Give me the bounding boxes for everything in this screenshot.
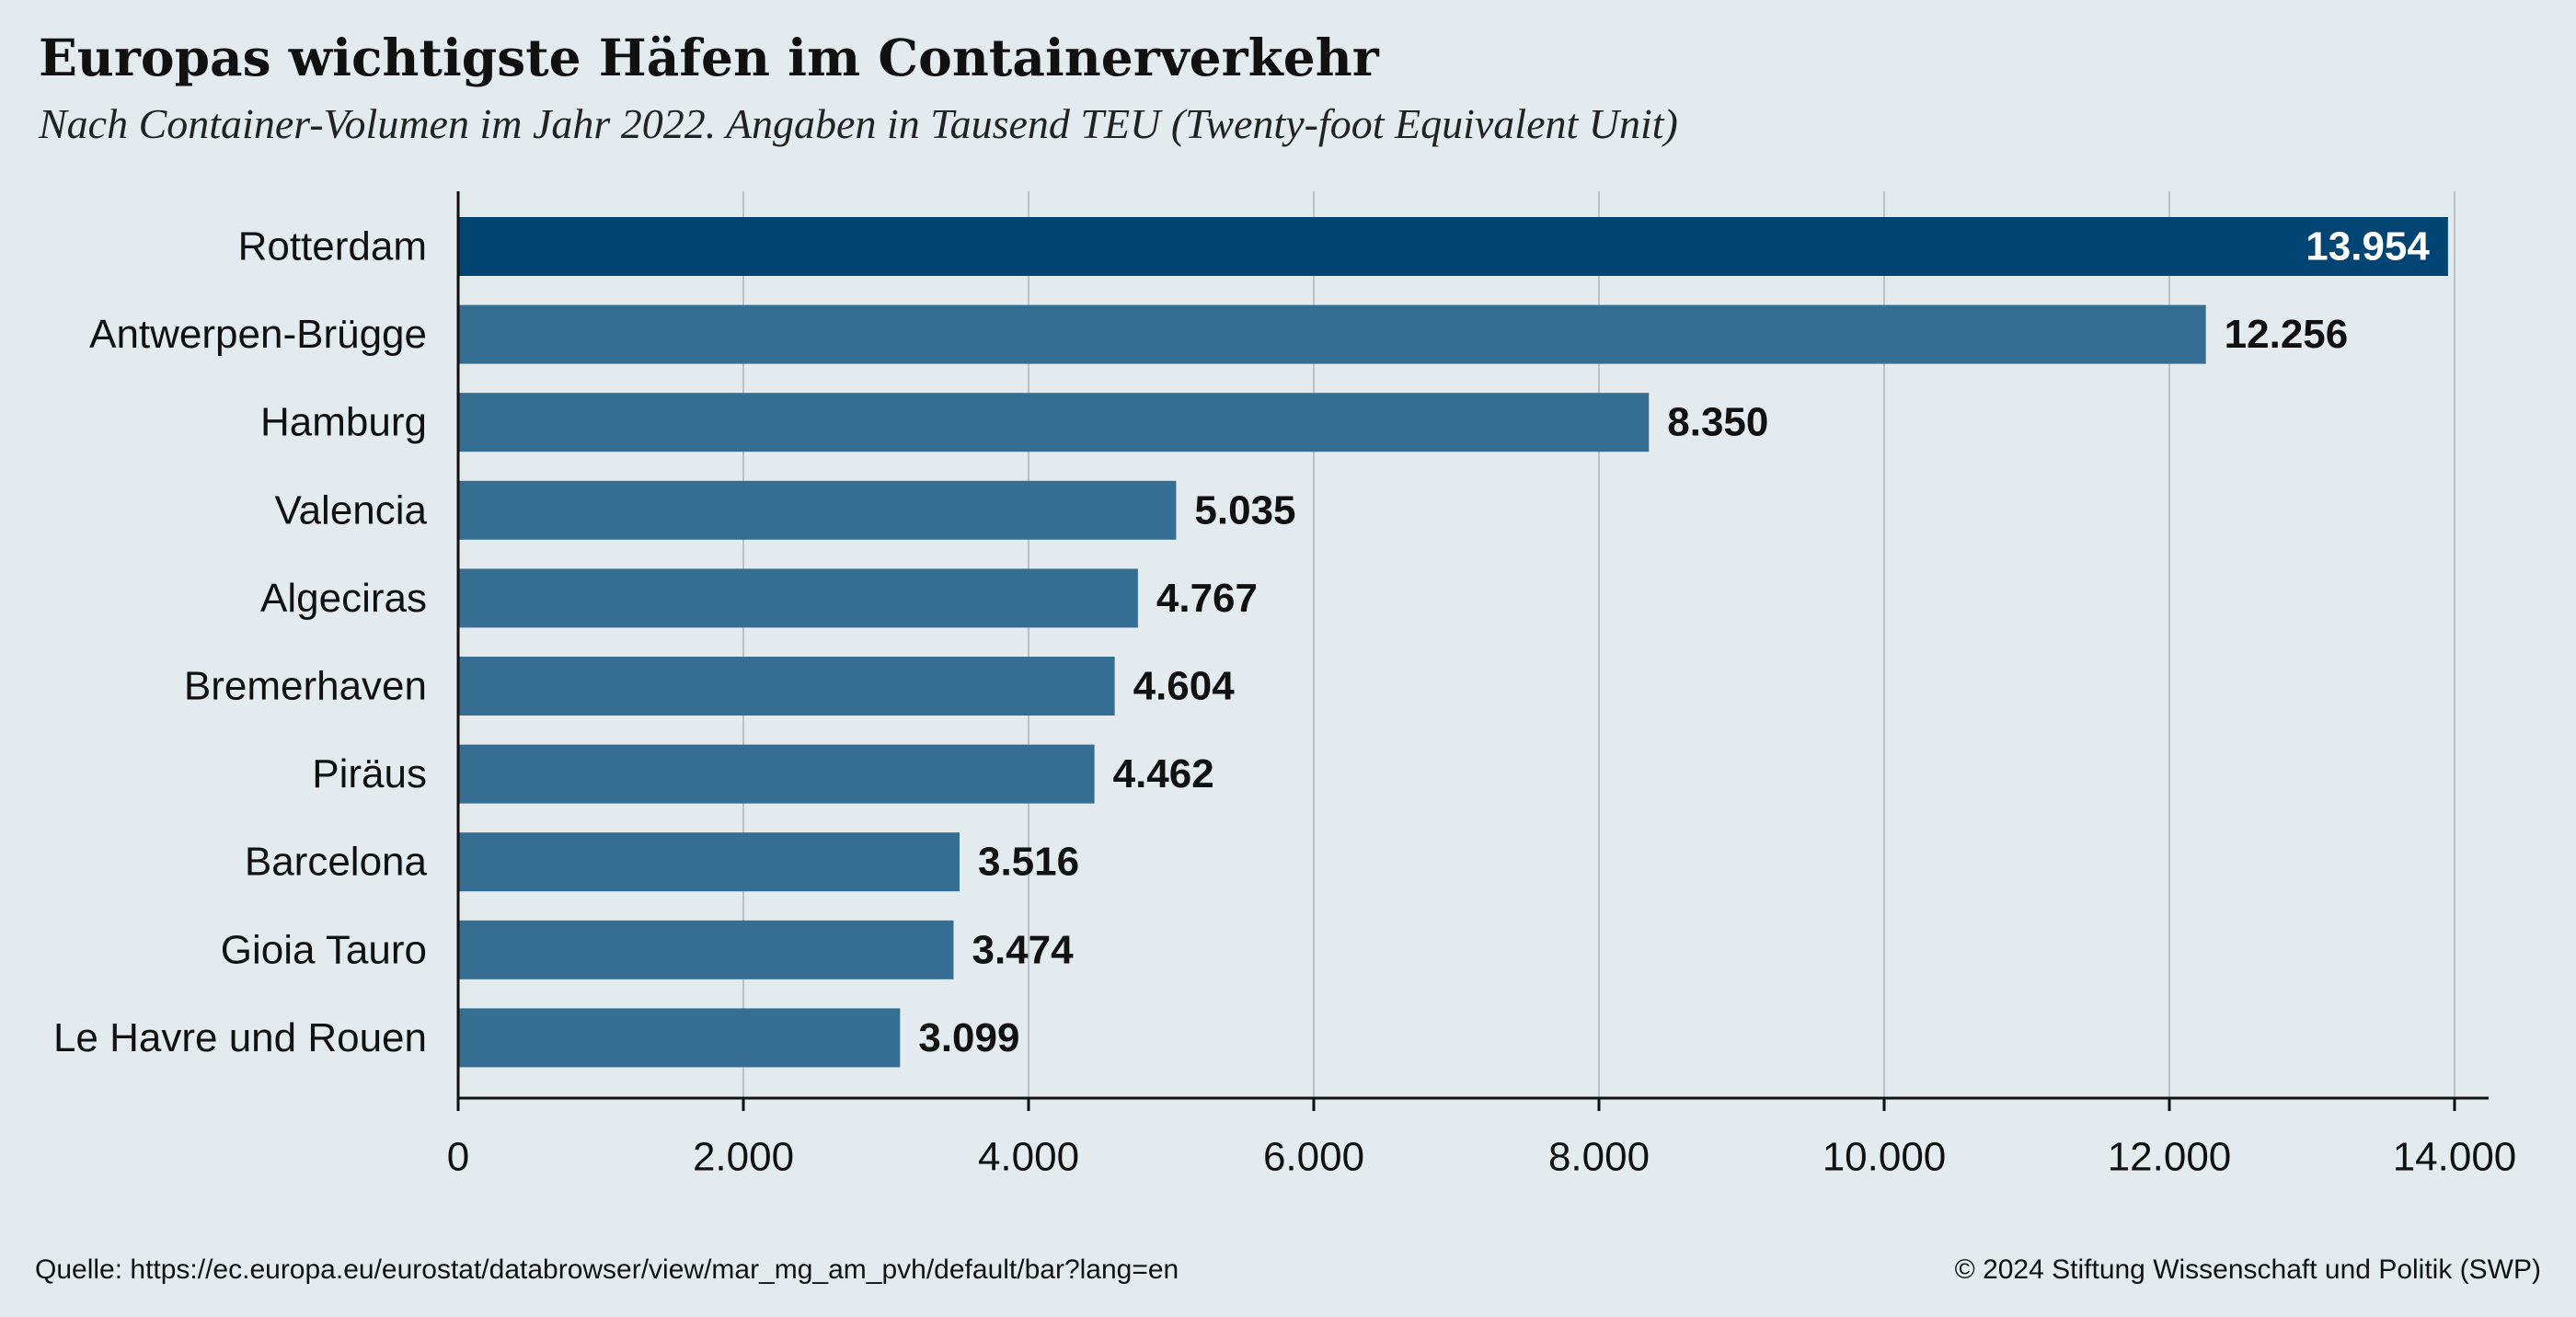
copyright-note: © 2024 Stiftung Wissenschaft und Politik… (1954, 1254, 2541, 1285)
bar (458, 657, 1115, 716)
x-tick-label: 4.000 (978, 1135, 1079, 1180)
category-label: Algeciras (260, 576, 427, 621)
chart-subtitle: Nach Container-Volumen im Jahr 2022. Ang… (39, 100, 1678, 147)
bar (458, 832, 960, 892)
bar (458, 480, 1177, 540)
category-label: Antwerpen-Brügge (89, 312, 427, 357)
category-label: Barcelona (245, 840, 428, 885)
category-label: Valencia (274, 487, 427, 533)
value-label: 12.256 (2225, 312, 2349, 357)
bar (458, 393, 1650, 452)
bar (458, 568, 1138, 628)
value-label: 5.035 (1194, 487, 1295, 533)
x-tick-label: 8.000 (1548, 1135, 1650, 1180)
value-labels: 13.954 12.256 8.350 5.035 4.767 4.604 4.462 3.5… (918, 224, 2430, 1060)
bar (458, 920, 954, 979)
value-label: 3.474 (972, 927, 1074, 972)
x-tick-label: 2.000 (693, 1135, 794, 1180)
value-label: 13.954 (2306, 224, 2430, 269)
value-label: 4.604 (1133, 664, 1236, 709)
category-label: Hamburg (260, 400, 427, 445)
x-tick-label: 10.000 (1823, 1135, 1947, 1180)
value-label: 3.516 (978, 840, 1079, 885)
category-label: Rotterdam (238, 224, 427, 269)
axes: 0 2.000 4.000 6.000 8.000 10.000 12.000 14.000 (447, 191, 2517, 1180)
category-label: Piräus (312, 751, 427, 796)
bar (458, 304, 2206, 364)
x-tick-label: 0 (447, 1135, 469, 1180)
category-labels: Rotterdam Antwerpen-Brügge Hamburg Valencia… (53, 224, 428, 1060)
category-label: Gioia Tauro (221, 927, 427, 972)
category-label: Bremerhaven (184, 664, 427, 709)
x-tick-label: 14.000 (2393, 1135, 2517, 1180)
category-label: Le Havre und Rouen (53, 1015, 427, 1060)
value-label: 3.099 (918, 1015, 1019, 1060)
bar (458, 744, 1095, 804)
bar (458, 217, 2448, 276)
chart-title: Europas wichtigste Häfen im Containerver… (39, 28, 1379, 87)
value-label: 4.462 (1113, 751, 1214, 796)
value-label: 4.767 (1156, 576, 1258, 621)
value-label: 8.350 (1667, 400, 1768, 445)
bar-chart: Rotterdam Antwerpen-Brügge Hamburg Valencia… (53, 191, 2517, 1180)
x-tick-label: 12.000 (2108, 1135, 2232, 1180)
x-tick-label: 6.000 (1263, 1135, 1364, 1180)
bar (458, 1008, 901, 1068)
bars (458, 217, 2448, 1068)
source-note: Quelle: https://ec.europa.eu/eurostat/da… (35, 1254, 1179, 1285)
